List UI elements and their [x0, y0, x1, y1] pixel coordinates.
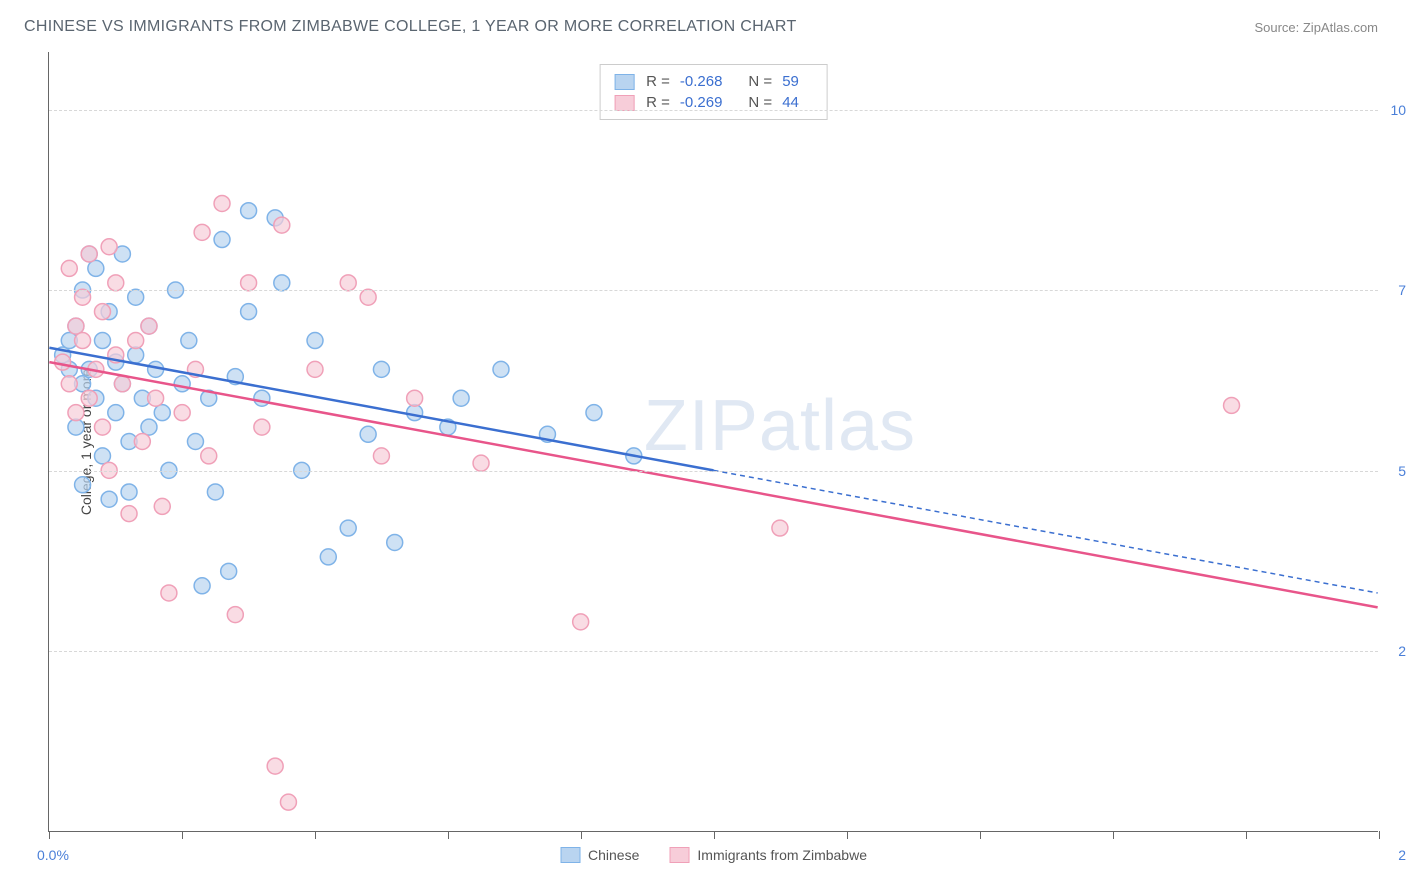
- x-tick: [581, 831, 582, 839]
- legend-swatch: [560, 847, 580, 863]
- series-name: Chinese: [588, 847, 639, 863]
- x-tick: [49, 831, 50, 839]
- x-tick: [448, 831, 449, 839]
- stats-legend-row: R = -0.268 N = 59: [614, 71, 813, 92]
- legend-swatch: [614, 95, 634, 111]
- series-legend: Chinese Immigrants from Zimbabwe: [560, 847, 867, 863]
- source-label: Source: ZipAtlas.com: [1254, 20, 1378, 35]
- gridline: [49, 471, 1378, 472]
- x-tick: [1379, 831, 1380, 839]
- x-axis-min-label: 0.0%: [37, 847, 69, 863]
- stats-legend: R = -0.268 N = 59 R = -0.269 N = 44: [599, 64, 828, 120]
- y-tick-label: 25.0%: [1383, 643, 1406, 659]
- n-value: 59: [782, 73, 799, 90]
- scatter-plot: [49, 52, 1378, 831]
- y-tick-label: 75.0%: [1383, 282, 1406, 298]
- x-tick: [1113, 831, 1114, 839]
- gridline: [49, 110, 1378, 111]
- r-label: R =: [646, 94, 670, 111]
- n-label: N =: [748, 73, 772, 90]
- series-name: Immigrants from Zimbabwe: [697, 847, 867, 863]
- r-label: R =: [646, 73, 670, 90]
- y-tick-label: 50.0%: [1383, 463, 1406, 479]
- y-tick-label: 100.0%: [1383, 102, 1406, 118]
- x-tick: [315, 831, 316, 839]
- n-label: N =: [748, 94, 772, 111]
- gridline: [49, 651, 1378, 652]
- series-legend-item: Chinese: [560, 847, 639, 863]
- r-value: -0.268: [680, 73, 723, 90]
- chart-area: College, 1 year or more ZIPatlas R =-0.2…: [48, 52, 1378, 832]
- x-tick: [847, 831, 848, 839]
- x-tick: [182, 831, 183, 839]
- x-tick: [1246, 831, 1247, 839]
- legend-swatch: [669, 847, 689, 863]
- gridline: [49, 290, 1378, 291]
- r-value: -0.269: [680, 94, 723, 111]
- x-tick: [714, 831, 715, 839]
- x-tick: [980, 831, 981, 839]
- chart-title: CHINESE VS IMMIGRANTS FROM ZIMBABWE COLL…: [24, 18, 797, 36]
- legend-swatch: [614, 74, 634, 90]
- n-value: 44: [782, 94, 799, 111]
- x-axis-max-label: 20.0%: [1398, 847, 1406, 863]
- series-legend-item: Immigrants from Zimbabwe: [669, 847, 867, 863]
